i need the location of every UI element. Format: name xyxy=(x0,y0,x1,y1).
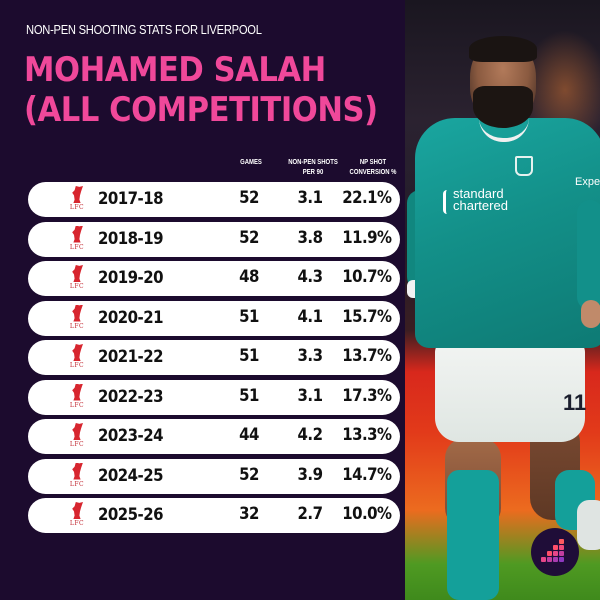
liverpool-crest-icon: LFC xyxy=(68,344,86,371)
table-row: LFC 2017-18 52 3.1 22.1% xyxy=(28,182,400,217)
season: 2024-25 xyxy=(98,465,163,486)
player-right-arm xyxy=(577,200,600,310)
sponsor-logo-icon xyxy=(443,190,454,214)
shots-per-90: 2.7 xyxy=(297,504,323,524)
shots-per-90: 3.9 xyxy=(297,464,323,485)
shots-per-90: 3.1 xyxy=(297,188,323,208)
conversion: 15.7% xyxy=(342,306,392,327)
table-row: LFC 2020-21 51 4.1 15.7% xyxy=(28,300,400,336)
liverpool-crest-icon: LFC xyxy=(68,462,86,490)
shots-per-90: 3.8 xyxy=(297,227,323,248)
shots-per-90: 4.1 xyxy=(297,306,323,327)
conversion: 13.7% xyxy=(342,346,392,366)
shirt-crest-icon xyxy=(515,156,533,176)
liverpool-crest-icon: LFC xyxy=(68,383,86,411)
games: 48 xyxy=(239,267,259,287)
subtitle: NON-PEN SHOOTING STATS FOR LIVERPOOL xyxy=(26,22,262,37)
conversion: 17.3% xyxy=(342,385,392,406)
shots-per-90: 4.3 xyxy=(297,267,323,287)
shots-per-90: 3.1 xyxy=(297,385,323,406)
games: 51 xyxy=(239,306,259,327)
player-beard xyxy=(473,86,533,128)
conversion: 10.7% xyxy=(342,267,392,287)
conversion: 13.3% xyxy=(342,425,392,445)
shirt-collar xyxy=(479,118,529,142)
shirt-sponsor: standard chartered xyxy=(443,186,563,214)
player-left-sock xyxy=(447,470,499,600)
conversion: 10.0% xyxy=(342,504,392,524)
season: 2025-26 xyxy=(98,505,163,525)
column-header-games: GAMES xyxy=(240,159,262,166)
season: 2021-22 xyxy=(98,347,163,367)
sponsor-line-1: standard xyxy=(453,186,504,201)
games: 52 xyxy=(239,227,259,248)
games: 51 xyxy=(239,346,259,366)
liverpool-crest-icon: LFC xyxy=(68,304,86,332)
column-header-conv-line1: NP SHOT xyxy=(359,159,387,166)
liverpool-crest-icon: LFC xyxy=(68,502,86,529)
stats-table: LFC 2017-18 52 3.1 22.1% LFC 2018-19 52 … xyxy=(28,182,400,538)
games: 52 xyxy=(239,188,259,208)
season: 2023-24 xyxy=(98,426,163,446)
conversion: 14.7% xyxy=(342,464,392,485)
conversion: 11.9% xyxy=(342,227,392,248)
table-row: LFC 2025-26 32 2.7 10.0% xyxy=(28,498,400,533)
conversion: 22.1% xyxy=(342,188,392,208)
games: 52 xyxy=(239,464,259,485)
season: 2022-23 xyxy=(98,386,163,407)
player-shirt xyxy=(415,118,600,348)
page-title: MOHAMED SALAH (ALL COMPETITIONS) xyxy=(24,50,378,130)
player-shorts xyxy=(435,342,585,442)
player-boot xyxy=(577,500,600,550)
liverpool-crest-icon: LFC xyxy=(68,225,86,253)
shorts-number: 11 xyxy=(563,390,587,415)
liverpool-crest-icon: LFC xyxy=(68,423,86,450)
games: 44 xyxy=(239,425,259,445)
brand-logo-icon xyxy=(531,528,579,576)
table-row: LFC 2019-20 48 4.3 10.7% xyxy=(28,261,400,296)
season: 2018-19 xyxy=(98,228,163,249)
column-header-conversion: NP SHOT CONVERSION % xyxy=(345,158,401,178)
liverpool-crest-icon: LFC xyxy=(68,265,86,292)
table-row: LFC 2023-24 44 4.2 13.3% xyxy=(28,419,400,454)
table-row: LFC 2021-22 51 3.3 13.7% xyxy=(28,340,400,375)
table-row: LFC 2022-23 51 3.1 17.3% xyxy=(28,379,400,415)
liverpool-crest-icon: LFC xyxy=(68,186,86,213)
column-header-shots-line1: NON-PEN SHOTS xyxy=(288,159,338,166)
title-line-1: MOHAMED SALAH xyxy=(24,50,326,90)
column-header-conv-line2: CONVERSION % xyxy=(349,169,397,176)
table-row: LFC 2018-19 52 3.8 11.9% xyxy=(28,221,400,257)
column-header-shots: NON-PEN SHOTS PER 90 xyxy=(285,158,341,178)
sleeve-sponsor: Expe xyxy=(575,176,600,188)
season: 2019-20 xyxy=(98,268,163,288)
player-hair xyxy=(469,36,537,62)
games: 32 xyxy=(239,504,259,524)
shots-per-90: 3.3 xyxy=(297,346,323,366)
games: 51 xyxy=(239,385,259,406)
title-line-2: (ALL COMPETITIONS) xyxy=(24,90,378,130)
season: 2017-18 xyxy=(98,189,163,209)
shots-per-90: 4.2 xyxy=(297,425,323,445)
column-header-shots-line2: PER 90 xyxy=(302,169,324,176)
table-row: LFC 2024-25 52 3.9 14.7% xyxy=(28,458,400,494)
sponsor-line-2: chartered xyxy=(453,198,508,213)
season: 2020-21 xyxy=(98,307,163,328)
player-photo: 11 standard chartered Expe xyxy=(405,0,600,600)
player-right-hand xyxy=(581,300,600,328)
